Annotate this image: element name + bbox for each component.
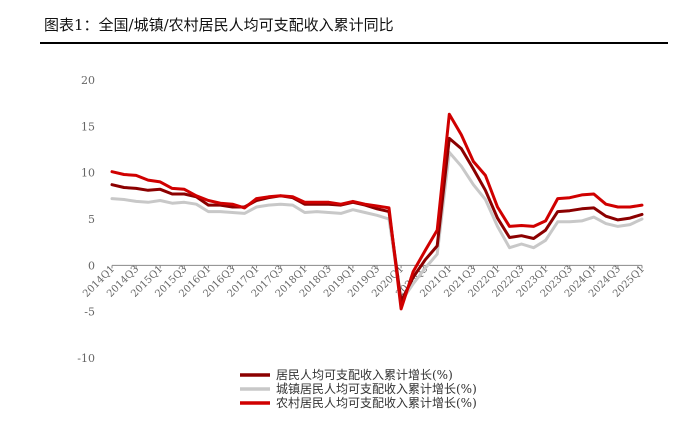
legend-label: 居民人均可支配收入累计增长(%) [276,368,453,382]
y-tick-label: 0 [88,259,95,272]
y-tick-label: 15 [81,120,95,133]
y-tick-label: -10 [77,352,95,365]
y-axis: 20 15 10 5 0 -5 -10 [77,74,95,365]
title-underline [40,42,668,44]
y-tick-label: 10 [81,167,95,180]
x-axis: 2014Q12014Q32015Q12015Q32016Q12016Q32017… [81,264,647,300]
series-line-2 [110,112,644,311]
legend-label: 农村居民人均可支配收入累计增长(%) [276,396,477,410]
y-tick-label: 5 [88,213,95,226]
y-tick-label: -5 [84,306,95,319]
series-line-1 [110,150,644,303]
legend: 居民人均可支配收入累计增长(%)城镇居民人均可支配收入累计增长(%)农村居民人均… [240,368,477,410]
y-tick-label: 20 [81,74,95,87]
legend-label: 城镇居民人均可支配收入累计增长(%) [276,382,477,396]
series-line-0 [110,136,644,303]
series-layer [110,112,644,311]
chart-title: 图表1：全国/城镇/农村居民人均可支配收入累计同比 [44,16,394,34]
